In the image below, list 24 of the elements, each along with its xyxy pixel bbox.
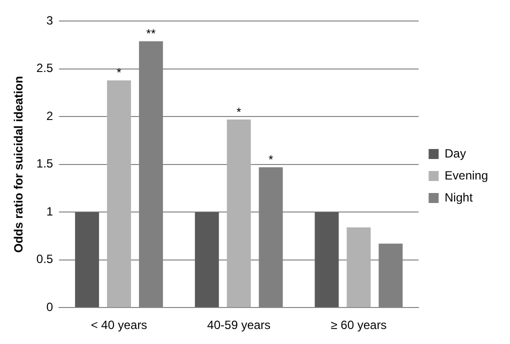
x-tick-label: < 40 years: [90, 318, 148, 332]
y-tick-label: 2: [46, 108, 54, 123]
annotation: **: [146, 26, 156, 41]
y-tick-label: 1: [46, 204, 54, 218]
x-tick-label: ≥ 60 years: [330, 318, 387, 332]
bar: [226, 120, 251, 308]
bar: [75, 212, 100, 308]
bar: [194, 212, 219, 308]
annotation: *: [268, 152, 274, 167]
legend-label: Evening: [444, 168, 488, 182]
bar: [107, 80, 131, 308]
x-tick-label: 40-59 years: [207, 318, 271, 332]
bar: [346, 227, 371, 308]
y-tick-label: 3: [46, 14, 54, 28]
y-tick-label: 0.5: [36, 252, 54, 266]
legend-label: Day: [444, 146, 466, 160]
y-tick-label: 0: [46, 300, 54, 314]
y-tick-label: 2.5: [36, 61, 54, 76]
annotation: *: [236, 104, 242, 119]
annotation: *: [116, 66, 122, 80]
legend-label: Night: [444, 190, 474, 204]
bar: [314, 212, 339, 308]
y-tick-label: 1.5: [36, 156, 54, 171]
y-axis-title: Odds ratio for suicidal ideation: [12, 76, 26, 253]
